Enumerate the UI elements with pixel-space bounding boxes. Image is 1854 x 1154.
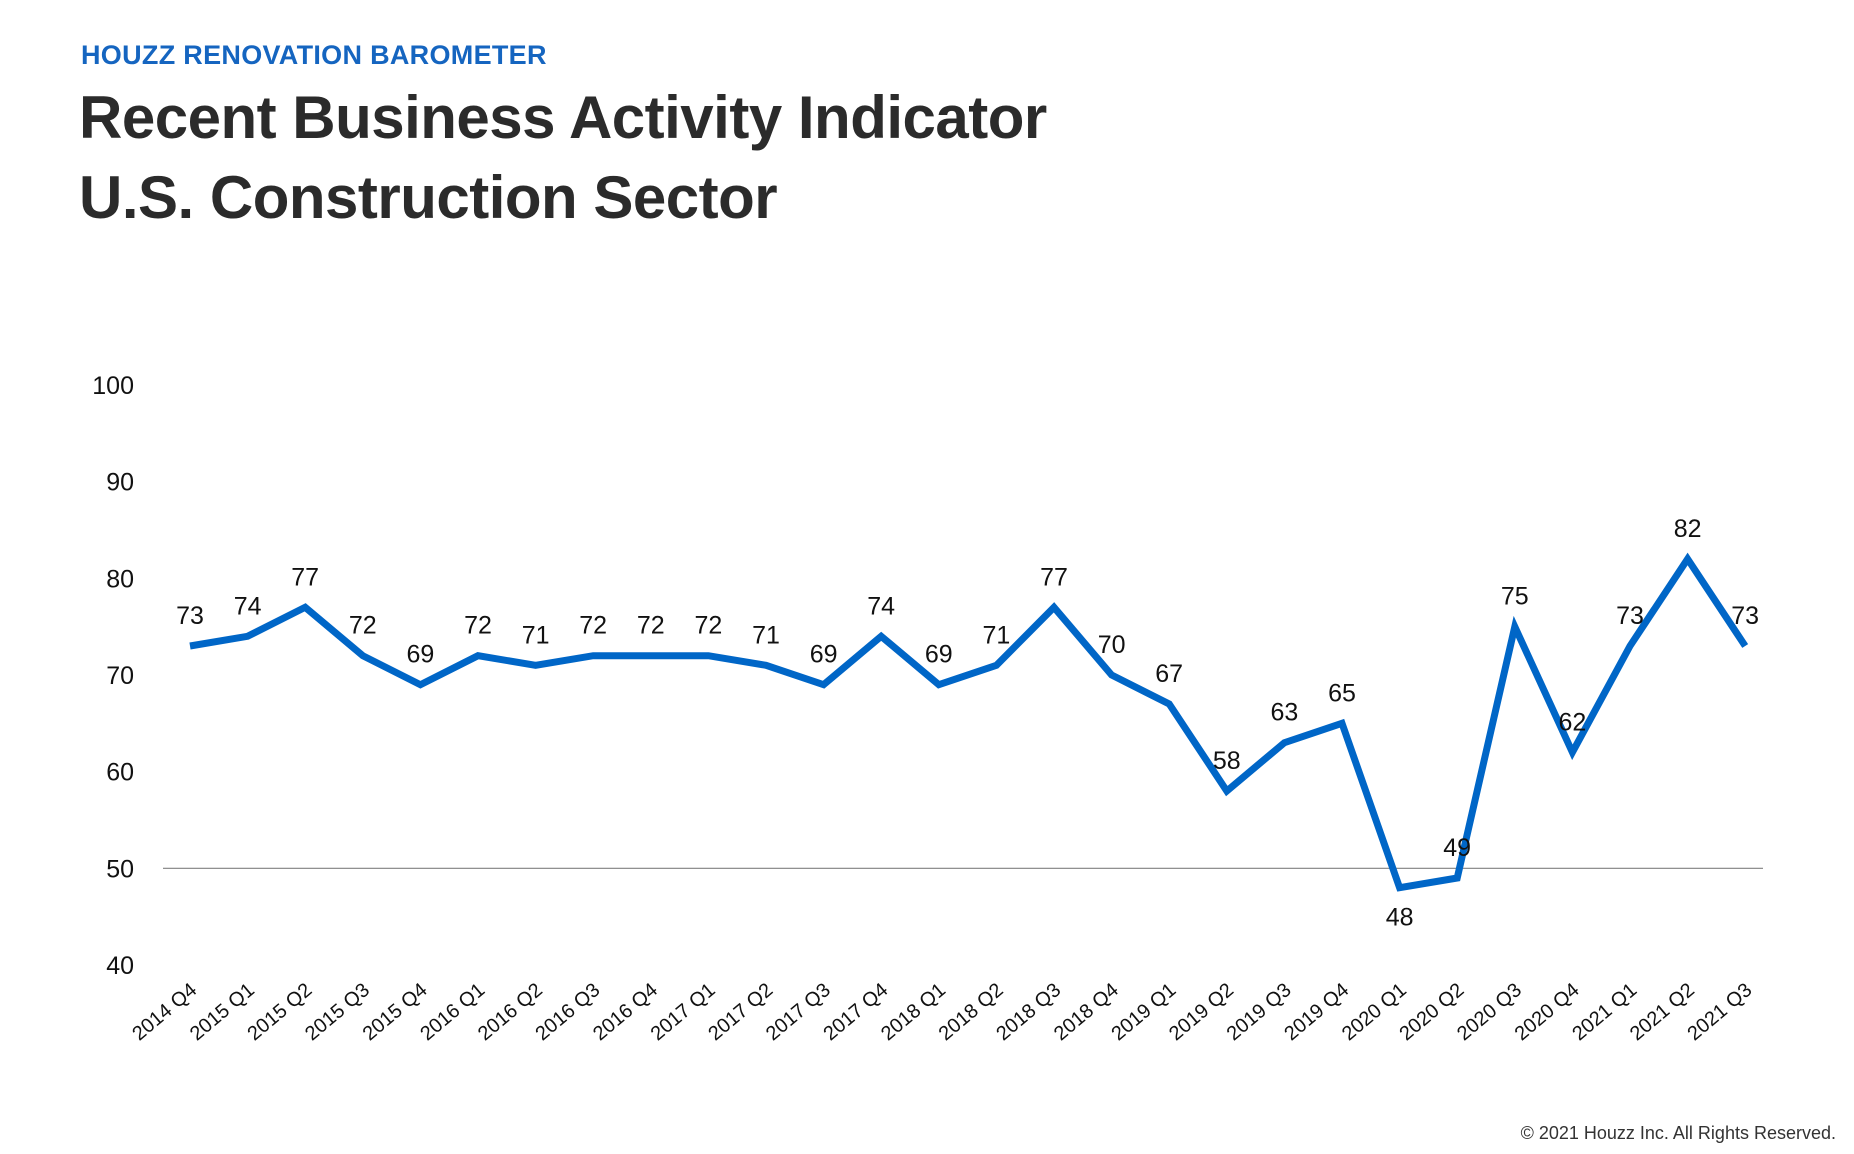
x-tick-label: 2016 Q4 (589, 979, 662, 1045)
x-tick-label: 2019 Q2 (1165, 979, 1238, 1045)
data-label: 74 (234, 592, 262, 620)
data-label: 72 (464, 612, 492, 640)
y-tick-60: 60 (106, 759, 134, 787)
data-label: 69 (810, 641, 838, 669)
data-label: 67 (1155, 660, 1183, 688)
x-tick-label: 2020 Q4 (1511, 979, 1584, 1045)
y-tick-50: 50 (106, 855, 134, 883)
x-tick-label: 2016 Q3 (531, 979, 604, 1045)
data-label: 62 (1558, 708, 1586, 736)
data-label: 71 (522, 621, 550, 649)
data-label: 73 (1731, 602, 1759, 630)
y-tick-90: 90 (106, 469, 134, 497)
data-label: 58 (1213, 747, 1241, 775)
x-tick-label: 2021 Q3 (1683, 979, 1756, 1045)
x-tick-label: 2017 Q3 (762, 979, 835, 1045)
x-tick-label: 2019 Q1 (1107, 979, 1180, 1045)
data-label: 75 (1501, 583, 1529, 611)
data-label: 77 (291, 563, 319, 591)
chart-title-line-2: U.S. Construction Sector (79, 164, 778, 231)
x-tick-label: 2015 Q4 (359, 979, 432, 1045)
y-tick-80: 80 (106, 565, 134, 593)
data-label: 73 (176, 602, 204, 630)
y-tick-100: 100 (92, 372, 134, 400)
data-label: 48 (1386, 904, 1414, 932)
x-tick-label: 2021 Q2 (1626, 979, 1699, 1045)
data-label: 69 (925, 641, 953, 669)
data-label: 74 (867, 592, 895, 620)
x-tick-label: 2016 Q1 (416, 979, 489, 1045)
data-label: 77 (1040, 563, 1068, 591)
data-label: 72 (579, 612, 607, 640)
data-label: 73 (1616, 602, 1644, 630)
y-tick-70: 70 (106, 662, 134, 690)
data-label: 72 (694, 612, 722, 640)
data-label: 63 (1270, 699, 1298, 727)
data-label: 69 (406, 641, 434, 669)
x-tick-label: 2021 Q1 (1568, 979, 1641, 1045)
x-tick-label: 2018 Q2 (935, 979, 1008, 1045)
chart-title-line-1: Recent Business Activity Indicator (79, 84, 1047, 151)
x-tick-label: 2017 Q2 (704, 979, 777, 1045)
series-line (189, 552, 1749, 892)
data-label: 72 (637, 612, 665, 640)
chart-kicker: HOUZZ RENOVATION BAROMETER (81, 40, 547, 70)
data-label: 65 (1328, 679, 1356, 707)
x-tick-label: 2020 Q2 (1395, 979, 1468, 1045)
x-tick-label: 2015 Q1 (186, 979, 259, 1045)
data-label: 72 (349, 612, 377, 640)
y-tick-40: 40 (106, 952, 134, 980)
x-tick-label: 2020 Q3 (1453, 979, 1526, 1045)
y-axis-ticks: 40 50 60 70 80 90 100 (92, 372, 134, 980)
data-label: 49 (1443, 834, 1471, 862)
x-tick-label: 2019 Q4 (1280, 979, 1353, 1045)
x-tick-label: 2020 Q1 (1338, 979, 1411, 1045)
x-tick-label: 2018 Q4 (1050, 979, 1123, 1045)
copyright-notice: © 2021 Houzz Inc. All Rights Reserved. (1520, 1123, 1836, 1143)
x-tick-label: 2016 Q2 (474, 979, 547, 1045)
data-label: 82 (1674, 515, 1702, 543)
data-label: 71 (752, 621, 780, 649)
data-label: 70 (1098, 631, 1126, 659)
x-tick-label: 2015 Q2 (243, 979, 316, 1045)
data-labels: 73 74 77 72 69 72 71 72 72 72 71 69 74 69 71 77 70 67 58 63… (176, 515, 1759, 932)
x-tick-label: 2014 Q4 (128, 979, 201, 1045)
x-tick-label: 2018 Q3 (992, 979, 1065, 1045)
x-tick-label: 2017 Q1 (647, 979, 720, 1045)
x-tick-label: 2018 Q1 (877, 979, 950, 1045)
x-tick-label: 2017 Q4 (819, 979, 892, 1045)
data-label: 71 (982, 621, 1010, 649)
x-tick-label: 2019 Q3 (1223, 979, 1296, 1045)
x-tick-label: 2015 Q3 (301, 979, 374, 1045)
chart-title: Recent Business Activity Indicator U.S. … (79, 78, 1047, 238)
